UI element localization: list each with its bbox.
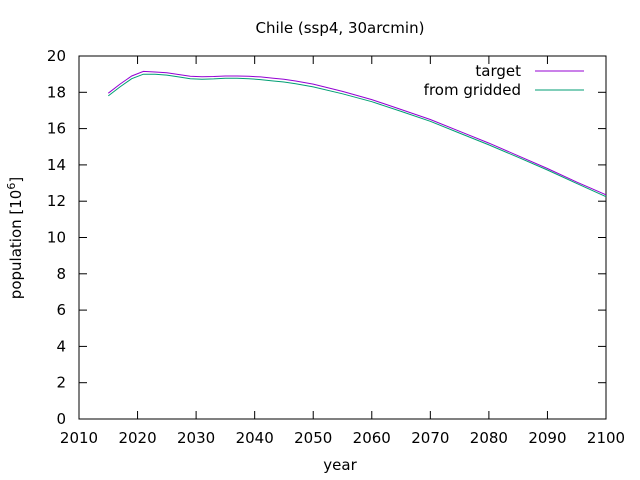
y-tick-label: 4 bbox=[56, 337, 66, 355]
x-tick-label: 2070 bbox=[411, 429, 449, 447]
y-tick-label: 0 bbox=[56, 410, 66, 428]
y-tick-label: 8 bbox=[56, 265, 66, 283]
y-axis-ticks: 0 2 4 6 8 10 12 14 16 18 20 bbox=[47, 47, 606, 428]
x-tick-label: 2060 bbox=[353, 429, 391, 447]
x-tick-label: 2030 bbox=[177, 429, 215, 447]
x-tick-label: 2080 bbox=[470, 429, 508, 447]
y-tick-label: 20 bbox=[47, 47, 66, 65]
y-tick-label: 14 bbox=[47, 156, 66, 174]
x-tick-label: 2090 bbox=[528, 429, 566, 447]
y-axis-label-close: ] bbox=[7, 177, 25, 183]
legend: target from gridded bbox=[424, 62, 584, 99]
series-group bbox=[107, 70, 607, 198]
x-tick-label: 2050 bbox=[294, 429, 332, 447]
x-axis-ticks: 2010 2020 2030 2040 2050 2060 2070 2080 2090 2100 bbox=[60, 56, 625, 447]
x-tick-label: 2040 bbox=[236, 429, 274, 447]
x-tick-label: 2020 bbox=[118, 429, 156, 447]
series-line-from-gridded bbox=[107, 73, 607, 198]
x-tick-label: 2100 bbox=[587, 429, 625, 447]
y-axis-label-main: population [10 bbox=[7, 190, 25, 300]
y-tick-label: 10 bbox=[47, 229, 66, 247]
y-tick-label: 6 bbox=[56, 301, 66, 319]
series-line-target bbox=[107, 70, 607, 196]
y-tick-label: 16 bbox=[47, 120, 66, 138]
chart-title: Chile (ssp4, 30arcmin) bbox=[256, 19, 425, 37]
y-tick-label: 2 bbox=[56, 374, 66, 392]
y-axis-label-exponent: 6 bbox=[5, 183, 18, 190]
legend-label-target: target bbox=[475, 62, 521, 80]
x-tick-label: 2010 bbox=[60, 429, 98, 447]
y-tick-label: 12 bbox=[47, 192, 66, 210]
y-tick-label: 18 bbox=[47, 83, 66, 101]
y-axis-label: population [106] bbox=[5, 177, 25, 299]
legend-label-from-gridded: from gridded bbox=[424, 81, 521, 99]
x-axis-label: year bbox=[323, 456, 357, 474]
plot-frame bbox=[78, 55, 607, 420]
